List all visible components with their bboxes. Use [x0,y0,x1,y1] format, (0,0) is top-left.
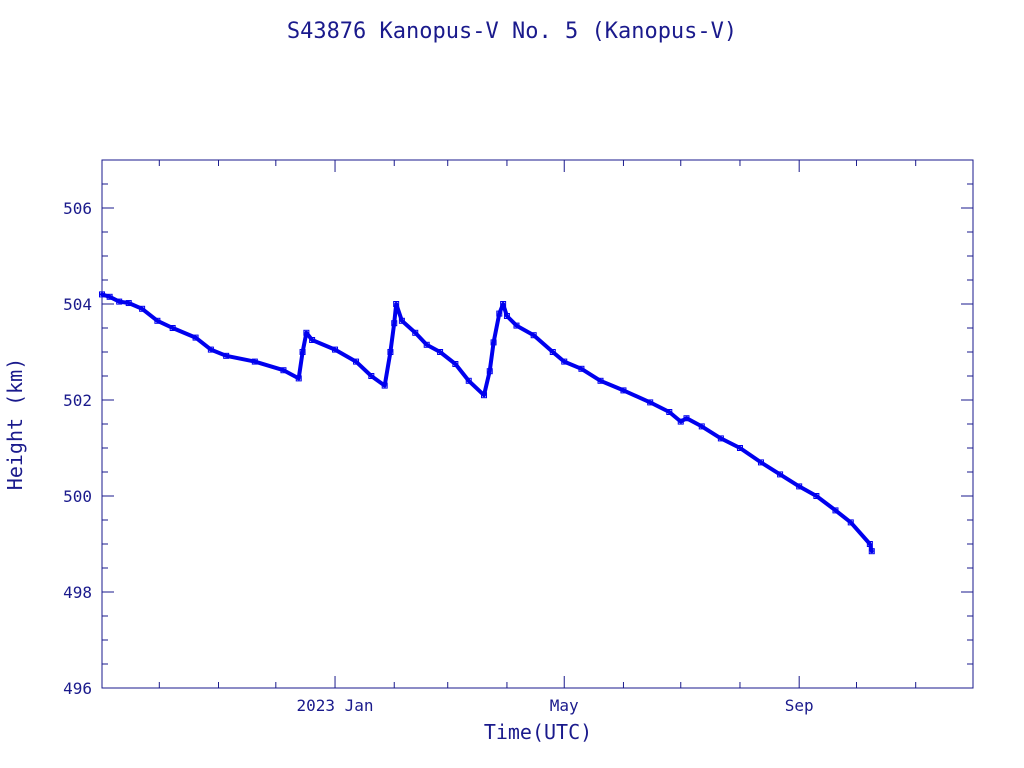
data-point [813,493,820,499]
data-point [116,298,123,305]
data-point [465,377,472,384]
data-point [683,415,690,422]
data-point [251,358,258,365]
data-point [496,310,503,317]
data-point [437,349,444,355]
data-point [139,305,146,312]
chart-title: S43876 Kanopus-V No. 5 (Kanopus-V) [287,19,737,44]
data-point [847,519,854,526]
data-point [125,300,132,307]
data-point [398,317,405,324]
data-point [353,358,360,365]
data-point [666,409,673,415]
data-point [154,317,161,324]
data-point [868,548,875,555]
series-line [100,292,874,554]
x-tick-label: 2023 Jan [296,696,373,715]
data-point [757,459,764,466]
data-point [423,341,430,348]
data-point [169,325,176,331]
data-point [99,291,105,298]
x-axis-title: Time(UTC) [484,720,592,744]
data-point [299,349,306,355]
data-point [332,346,339,353]
data-point [368,373,375,379]
data-point [796,483,803,490]
y-tick-label: 498 [63,583,92,602]
data-point [717,435,724,442]
y-tick-label: 502 [63,391,92,410]
series-points [99,291,875,555]
data-point [597,377,604,384]
data-point [561,358,568,365]
data-point [620,387,627,394]
data-point [530,332,537,339]
data-point [393,301,400,307]
y-axis-title: Height (km) [3,358,27,490]
data-point [513,322,520,329]
plot-frame [101,159,974,689]
x-tick-label: May [550,696,579,715]
data-point [207,346,214,353]
data-point [412,329,419,336]
data-point [309,337,316,343]
data-point [866,541,873,547]
data-point [647,399,654,406]
data-point [280,367,287,374]
y-axis: 496 498 500 502 504 506 [63,159,973,698]
data-point [192,334,199,341]
data-point [481,392,488,399]
y-tick-label: 500 [63,487,92,506]
data-point [486,368,493,375]
data-point [777,471,784,478]
data-point [387,349,394,355]
data-point [500,301,507,307]
data-point [677,418,684,425]
x-axis: 2023 Jan May Sep [158,160,917,715]
y-tick-label: 504 [63,295,92,314]
data-point [381,382,388,389]
y-tick-label: 496 [63,679,92,698]
data-point [490,339,497,346]
data-point [106,293,113,300]
data-point [736,445,743,451]
data-point [303,329,310,336]
data-point [503,313,510,319]
data-point [452,361,459,367]
data-point [578,365,585,372]
data-point [549,349,556,355]
x-tick-label: Sep [785,696,814,715]
data-point [832,507,839,514]
data-point [295,375,302,382]
data-point [698,423,705,430]
data-point [391,320,398,327]
data-point [223,352,230,359]
y-tick-label: 506 [63,199,92,218]
